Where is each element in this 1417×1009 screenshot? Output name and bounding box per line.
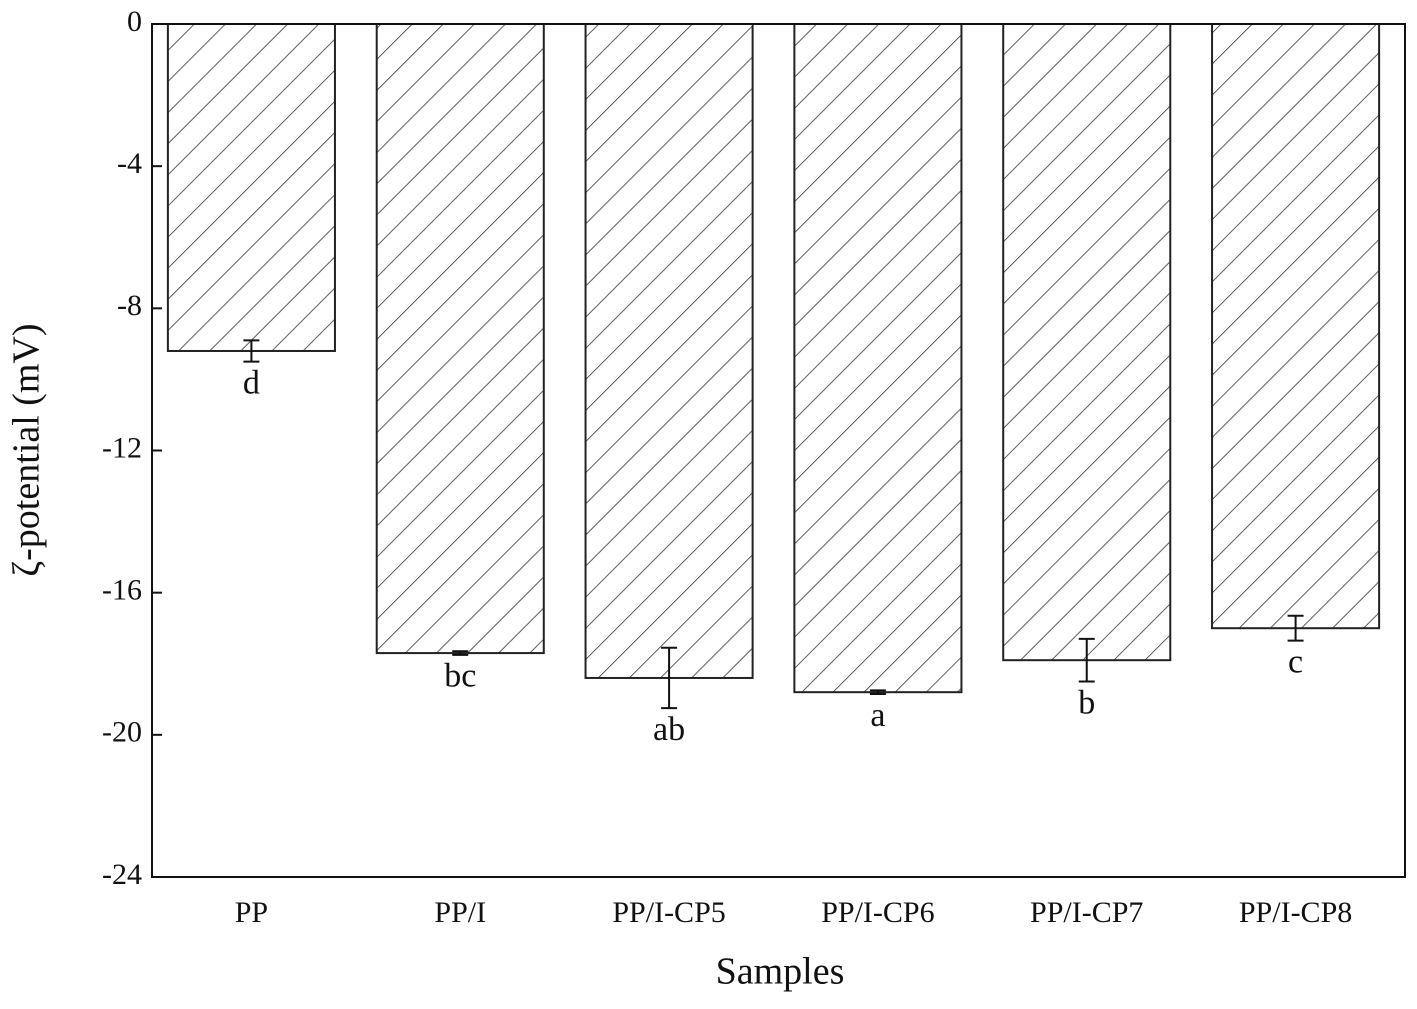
error-bar (869, 689, 886, 695)
significance-letter: a (870, 697, 885, 734)
x-tick-label: PP/I-CP8 (1239, 896, 1352, 929)
bar (1002, 23, 1172, 662)
significance-letter: b (1078, 684, 1095, 721)
y-tick-label: -24 (102, 858, 142, 891)
error-bar (452, 650, 469, 656)
bar (793, 23, 963, 694)
significance-letter: ab (653, 711, 685, 748)
x-tick-label: PP/I-CP5 (612, 896, 725, 929)
y-tick-label: -20 (102, 716, 142, 749)
bar (166, 23, 336, 352)
y-axis-title: ζ-potential (mV) (6, 323, 48, 576)
error-bar (661, 646, 678, 710)
y-tick-label: -12 (102, 431, 142, 464)
y-tick-label: 0 (127, 5, 142, 38)
x-tick-label: PP/I-CP7 (1030, 896, 1143, 929)
y-tick-label: -8 (117, 289, 142, 322)
x-tick-label: PP/I (434, 896, 486, 929)
x-tick-label: PP (235, 896, 268, 929)
y-tick-label: -16 (102, 574, 142, 607)
x-axis-title: Samples (716, 951, 845, 993)
plot-frame (151, 23, 1406, 878)
significance-letter: c (1288, 643, 1303, 680)
significance-letter: bc (444, 658, 476, 695)
error-bar (1287, 614, 1304, 642)
bar (1211, 23, 1381, 630)
error-bar (243, 339, 260, 363)
y-tick-label: -4 (117, 147, 142, 180)
x-tick-label: PP/I-CP6 (821, 896, 934, 929)
bar (584, 23, 754, 679)
error-bar (1078, 637, 1095, 683)
bar (375, 23, 545, 655)
significance-letter: d (243, 364, 260, 401)
